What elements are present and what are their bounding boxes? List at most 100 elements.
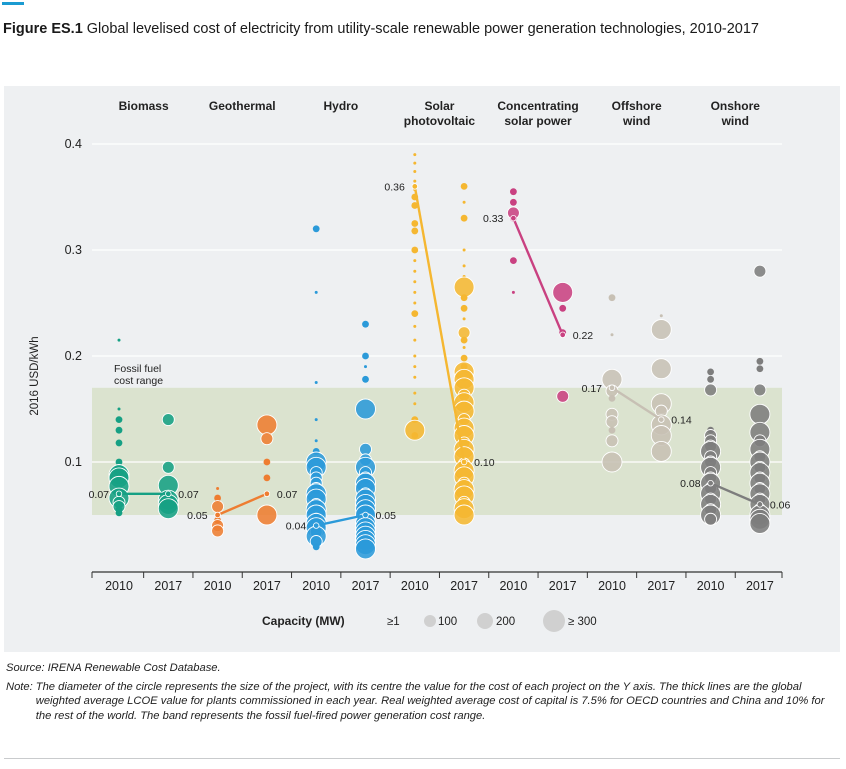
project-point (263, 474, 271, 482)
weighted-average-label: 0.06 (770, 499, 791, 511)
fossil-band-label-line1: Fossil fuel (114, 363, 161, 375)
project-point (756, 365, 764, 373)
project-point (413, 301, 417, 305)
project-point (115, 416, 123, 423)
weighted-average-line (611, 386, 662, 421)
project-point (115, 458, 123, 466)
project-point (749, 513, 771, 534)
project-point (413, 354, 417, 358)
size-legend-label: 100 (438, 616, 457, 628)
technology-header: photovoltaic (404, 114, 476, 128)
source-text: IRENA Renewable Cost Database. (47, 662, 221, 674)
project-point (610, 333, 614, 337)
chart-panel: Fossil fuel cost range 0.1 0.2 0.3 0.4 2016 US… (4, 86, 840, 652)
weighted-average-label: 0.05 (187, 510, 208, 522)
x-tick-label: 2010 (499, 579, 527, 593)
project-point (214, 494, 222, 502)
weighted-average-label: 0.33 (483, 213, 504, 225)
project-point (211, 500, 225, 513)
x-tick-label: 2010 (302, 579, 330, 593)
project-point (650, 319, 672, 340)
project-point (650, 440, 672, 462)
technology-header: Offshore (612, 99, 662, 113)
weighted-average-line (710, 482, 761, 506)
project-point (462, 248, 466, 252)
project-point (460, 304, 468, 312)
figure-notes: Source: IRENA Renewable Cost Database. N… (6, 661, 826, 723)
technology-header: Solar (424, 99, 454, 113)
project-point (511, 290, 515, 294)
project-point (460, 336, 468, 344)
project-point (413, 280, 417, 284)
bottom-rule (4, 758, 840, 759)
project-point (404, 419, 426, 441)
project-point (362, 375, 369, 383)
weighted-average-label: 0.36 (384, 181, 405, 193)
weighted-average-line (217, 492, 268, 517)
project-point (263, 458, 271, 466)
project-point (460, 354, 468, 362)
weighted-average-label: 0.08 (680, 478, 701, 490)
x-tick-label: 2017 (549, 579, 577, 593)
weighted-average-point (460, 458, 468, 466)
project-point (462, 264, 466, 268)
weighted-average-point (115, 490, 123, 497)
weighted-average-label: 0.04 (286, 521, 307, 533)
project-point (413, 153, 417, 157)
project-point (608, 294, 616, 302)
project-point (413, 402, 417, 406)
weighted-average-label: 0.17 (582, 383, 603, 395)
project-point (510, 198, 517, 206)
weighted-average-point (214, 511, 221, 519)
accent-bar (2, 2, 24, 5)
technology-header: wind (622, 114, 650, 128)
technology-header: solar power (504, 114, 572, 128)
y-tick-label: 0.4 (65, 137, 82, 151)
weighted-average-point (263, 490, 271, 497)
project-point (707, 375, 714, 383)
weighted-average-point (165, 490, 172, 497)
project-point (453, 276, 475, 298)
project-point (460, 183, 468, 190)
project-point (411, 432, 419, 439)
project-point (312, 543, 320, 551)
note-label: Note: (6, 680, 33, 693)
project-point (117, 407, 121, 411)
x-tick-label: 2010 (401, 579, 429, 593)
y-tick-label: 0.2 (65, 349, 82, 363)
project-point (161, 413, 175, 427)
project-point (704, 383, 718, 397)
project-point (453, 504, 475, 526)
project-point (413, 161, 417, 165)
project-point (659, 314, 663, 318)
project-point (650, 358, 672, 380)
weighted-average-label: 0.10 (474, 457, 495, 469)
technology-header: wind (721, 114, 749, 128)
project-point (753, 264, 767, 278)
project-point (510, 188, 517, 196)
project-point (314, 381, 318, 384)
technology-header: Biomass (119, 99, 169, 113)
figure-label: Figure ES.1 (3, 21, 83, 37)
x-tick-label: 2017 (647, 579, 675, 593)
weighted-average-label: 0.07 (178, 489, 199, 501)
x-tick-label: 2010 (105, 579, 133, 593)
weighted-average-point (510, 214, 517, 222)
weighted-average-point (362, 511, 369, 519)
project-point (411, 246, 419, 254)
fossil-band-label-line2: cost range (114, 375, 163, 387)
project-point (413, 338, 417, 342)
project-point (355, 398, 376, 420)
x-tick-label: 2017 (450, 579, 478, 593)
size-legend-label: 200 (496, 616, 515, 628)
project-point (216, 487, 220, 490)
project-point (460, 214, 468, 222)
size-legend-circle (543, 610, 565, 632)
weighted-average-point (658, 416, 665, 423)
weighted-average-point (411, 183, 418, 190)
note-text: The diameter of the circle represents th… (35, 680, 825, 722)
technology-header: Onshore (711, 99, 761, 113)
size-legend-circle (477, 613, 493, 629)
y-tick-label: 0.3 (65, 243, 82, 257)
project-point (608, 395, 616, 402)
